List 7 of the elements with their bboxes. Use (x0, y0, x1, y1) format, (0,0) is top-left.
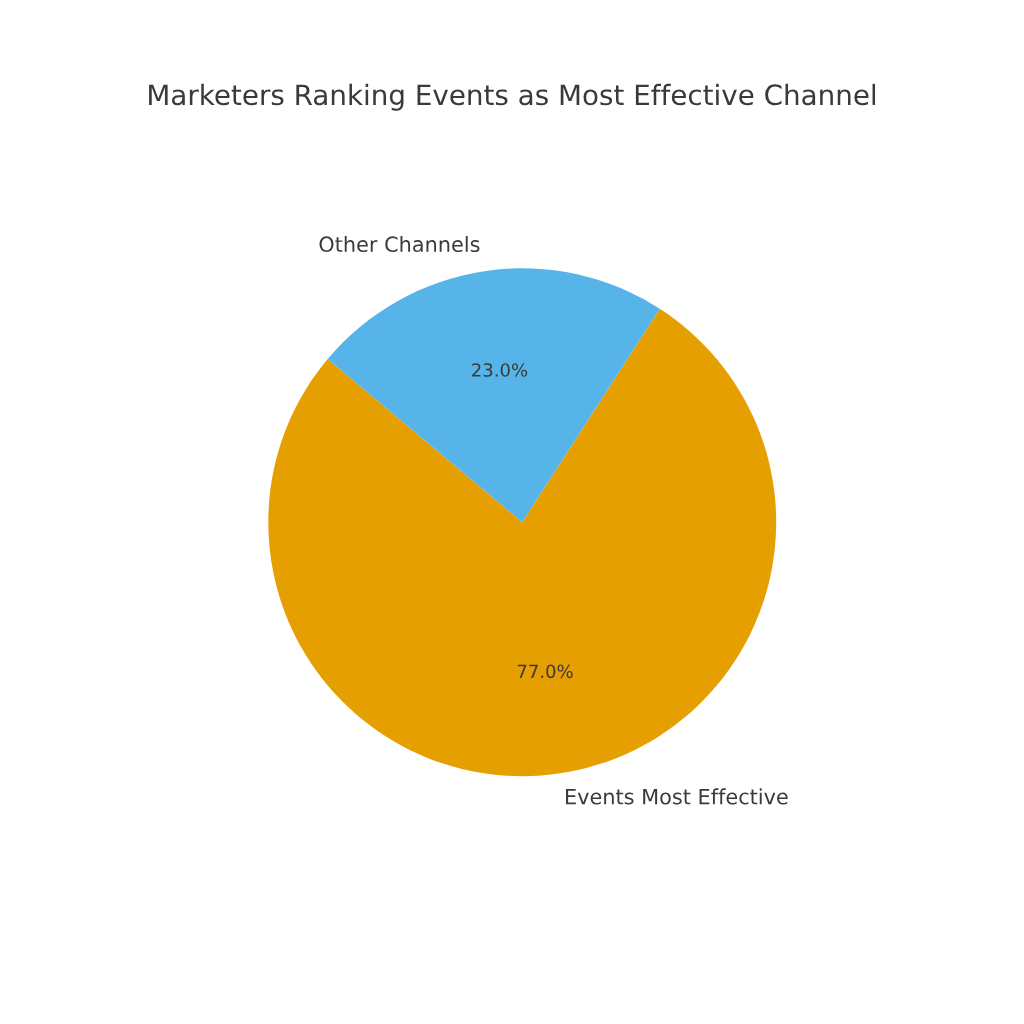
slice-label: Events Most Effective (566, 788, 788, 805)
pie-slice (327, 268, 660, 523)
data-label: 77.0% (517, 664, 573, 679)
data-label: 23.0% (472, 363, 528, 377)
chart-title: Marketers Ranking Events as Most Effective Channel (149, 83, 876, 111)
pie-slice (268, 308, 777, 777)
slice-label: Other Channels (319, 235, 480, 253)
